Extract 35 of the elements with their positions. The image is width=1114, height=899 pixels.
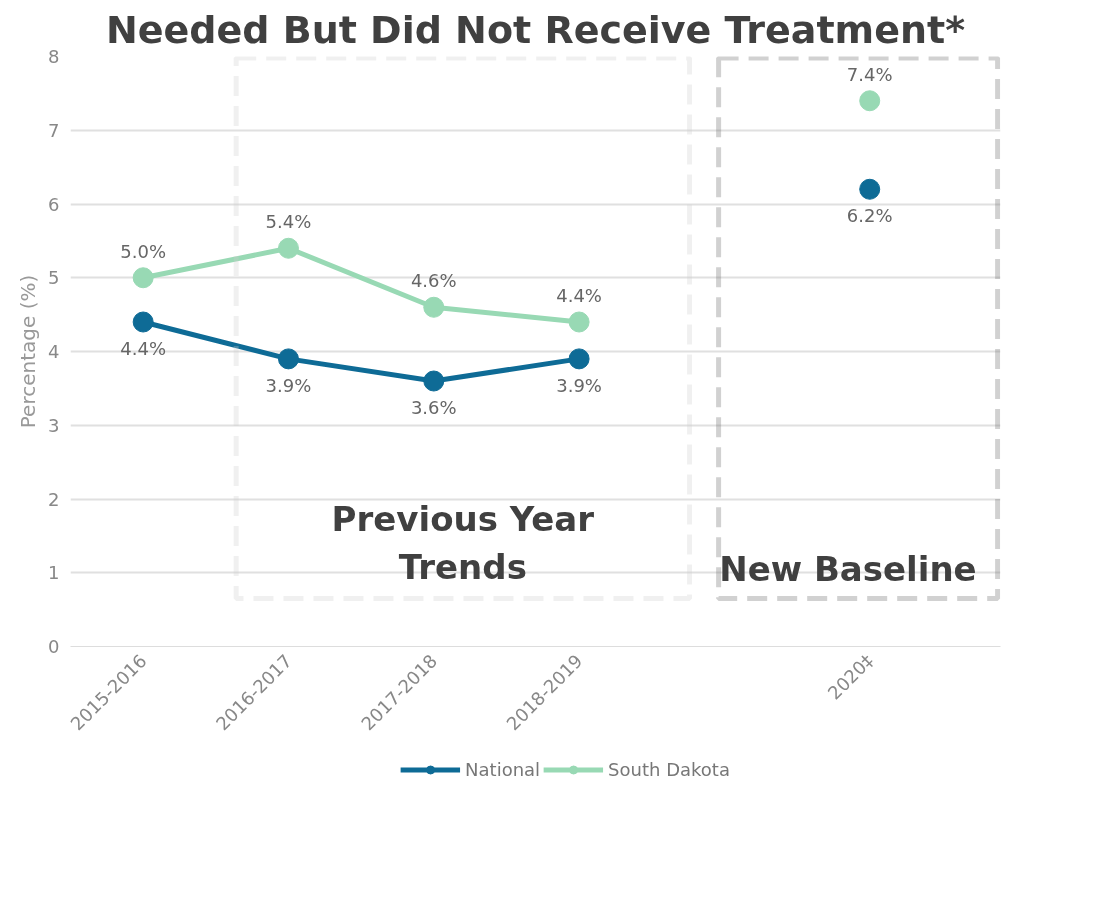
point — [423, 296, 445, 318]
point — [277, 348, 299, 370]
point — [132, 311, 154, 333]
annotation: New Baseline — [719, 549, 977, 590]
legend-label: National — [465, 758, 541, 780]
data-label: 4.4% — [556, 285, 602, 306]
point — [859, 178, 881, 200]
y-tick-label: 4 — [48, 341, 60, 362]
point — [568, 311, 590, 333]
y-tick-label: 6 — [48, 193, 60, 215]
legend-label: South Dakota — [608, 758, 730, 780]
y-tick-label: 2 — [48, 488, 60, 510]
y-tick-label: 1 — [48, 562, 60, 584]
data-label: 3.6% — [410, 397, 457, 418]
annotation: Previous Year Trends — [331, 499, 595, 588]
y-tick-label: 5 — [48, 267, 60, 289]
data-label: 3.9% — [265, 374, 312, 396]
data-label: 6.2% — [846, 205, 893, 227]
data-label: 3.9% — [556, 374, 602, 396]
point — [568, 348, 590, 370]
point — [423, 370, 445, 392]
y-tick-label: 7 — [48, 119, 60, 141]
point — [132, 267, 154, 289]
data-label: 4.4% — [120, 338, 167, 359]
y-tick-label: 8 — [48, 46, 60, 67]
chart-title: Needed But Did Not Receive Treatment* — [105, 7, 966, 52]
point — [277, 237, 299, 259]
data-label: 7.4% — [846, 63, 893, 85]
data-label: 5.0% — [120, 240, 167, 262]
y-tick-label: 0 — [48, 636, 60, 657]
point — [859, 90, 881, 112]
y-axis-title: Percentage (%) — [16, 274, 41, 429]
data-label: 5.4% — [265, 211, 312, 233]
y-tick-label: 3 — [48, 414, 60, 436]
data-label: 4.6% — [410, 270, 457, 292]
